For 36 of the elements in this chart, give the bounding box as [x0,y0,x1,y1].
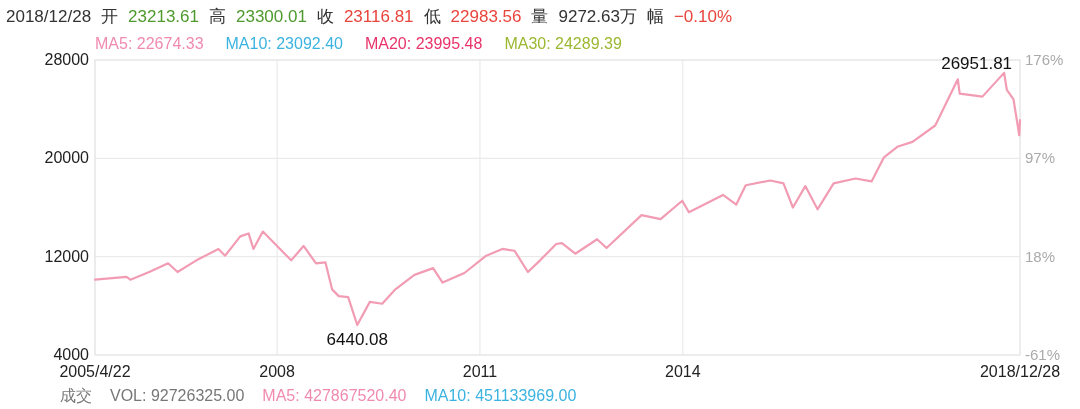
text: MA10: 23092.40 [225,35,344,52]
y-tick-label: 28000 [44,51,90,68]
text: 低 [423,7,441,26]
text: 2018/12/28 [6,7,92,26]
text: 22983.56 [450,7,522,26]
text: MA5: 427867520.40 [262,387,407,404]
x-tick-label: 2008 [259,363,296,380]
text: VOL: 92726325.00 [110,387,245,404]
text: 量 [531,7,549,26]
y-tick-label: 4000 [53,346,90,363]
text: MA30: 24289.39 [504,35,622,52]
y-tick-label: 12000 [44,247,90,265]
text: 幅 [646,7,664,26]
y2-tick-label: 97% [1025,149,1056,167]
y2-tick-label: 176% [1025,51,1064,68]
x-tick-label: 2014 [665,363,701,380]
y-tick-label: 20000 [44,149,90,167]
x-tick-label: 2018/12/28 [979,363,1061,380]
y2-tick-label: 18% [1025,247,1056,265]
text: 9272.63万 [558,7,637,26]
text: 开 [101,7,119,26]
text: 23213.61 [128,7,199,26]
annotation: 6440.08 [326,330,388,350]
text: 高 [209,7,226,26]
text: MA20: 23995.48 [364,35,483,52]
x-tick-label: 2011 [462,363,498,380]
text: MA5: 22674.33 [95,35,204,52]
text: 23300.01 [236,7,307,26]
text: 成交 [60,387,92,404]
x-tick-label: 2005/4/22 [59,363,131,380]
text: 收 [316,7,334,26]
text: −0.10% [673,7,733,26]
y2-tick-label: -61% [1025,346,1061,363]
text: MA10: 451133969.00 [424,387,577,404]
text: 23116.81 [343,7,414,26]
annotation: 26951.81 [941,53,1013,73]
